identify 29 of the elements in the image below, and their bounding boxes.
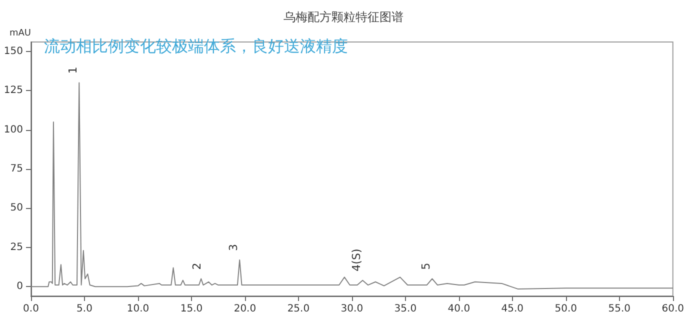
annotation: 1 <box>66 66 80 74</box>
y-tick-label: 50 <box>10 202 23 214</box>
x-tick-label: 20.0 <box>234 304 256 314</box>
y-tick-label: 75 <box>10 164 23 174</box>
x-tick-label: 10.0 <box>126 304 150 314</box>
x-tick-label: 50.0 <box>554 304 578 314</box>
x-tick-label: 55.0 <box>608 304 631 314</box>
annotation: 5 <box>420 262 433 270</box>
line-series <box>30 82 674 290</box>
y-tick-label: 150 <box>4 46 23 57</box>
annotation: 流动相比例变化较极端体系，良好送液精度 <box>44 36 348 56</box>
x-tick-label: 0.0 <box>23 304 39 314</box>
y-tick-label: 0 <box>16 281 23 292</box>
y-tick-label: 25 <box>10 242 23 253</box>
y-axis-title: mAU <box>9 28 31 38</box>
annotation: 4(S) <box>350 248 364 272</box>
y-tick-label: 125 <box>4 85 23 96</box>
x-tick-label: 60.0 <box>662 304 684 314</box>
x-tick-label: 5.0 <box>76 304 92 314</box>
annotation: 3 <box>227 244 240 251</box>
x-tick-label: 25.0 <box>287 304 310 314</box>
x-tick-label: 30.0 <box>340 304 364 314</box>
x-tick-label: 40.0 <box>448 304 470 314</box>
chart-title: 乌梅配方颗粒特征图谱 <box>284 10 404 24</box>
annotation: 2 <box>190 262 204 270</box>
y-tick-label: 100 <box>4 124 23 136</box>
x-tick-label: 45.0 <box>501 304 524 314</box>
x-tick-label: 35.0 <box>394 304 417 314</box>
x-tick-label: 15.0 <box>180 304 203 314</box>
